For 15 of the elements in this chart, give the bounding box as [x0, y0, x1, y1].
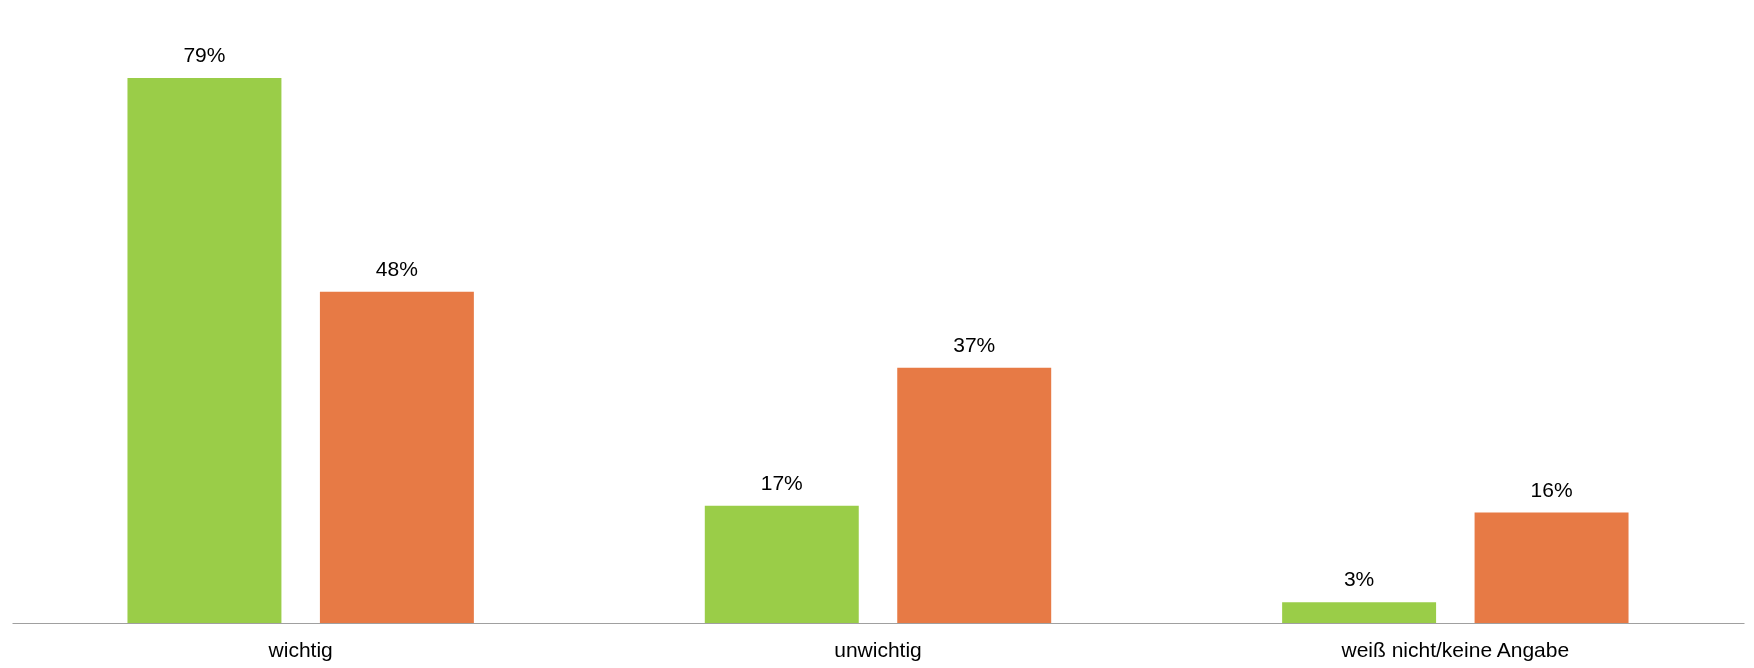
bar [127, 78, 282, 623]
data-label: 3% [1343, 567, 1375, 591]
data-label: 17% [760, 470, 803, 494]
bar [704, 505, 859, 623]
data-label: 37% [953, 332, 996, 356]
bar [319, 291, 474, 623]
data-label: 79% [183, 43, 226, 66]
x-tick-label: wichtig [267, 637, 333, 661]
bar [897, 367, 1052, 623]
x-tick-label: weiß nicht/keine Angabe [1340, 637, 1570, 661]
data-label: 48% [375, 256, 418, 280]
bar [1282, 602, 1437, 623]
x-tick-label: unwichtig [834, 637, 922, 661]
bar [1474, 512, 1629, 623]
data-label: 16% [1530, 477, 1573, 501]
